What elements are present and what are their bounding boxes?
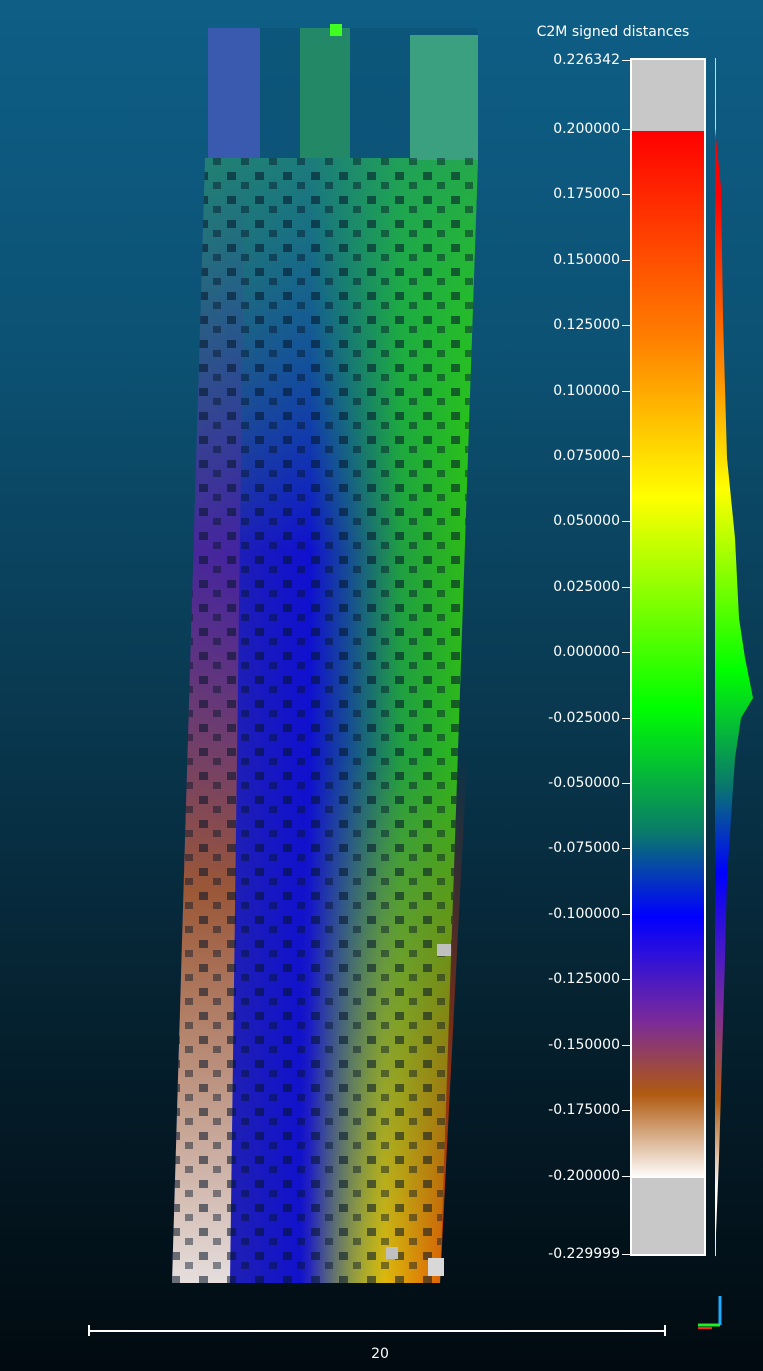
tick-mark [622,1045,630,1046]
scale-bar-label: 20 [371,1346,389,1362]
tick-mark [622,914,630,915]
tick-label: 0.150000 [553,251,620,268]
tick-label: 0.000000 [553,644,620,661]
tick-label: -0.229999 [548,1246,620,1262]
tick-label: -0.175000 [548,1102,620,1119]
tick-label: 0.075000 [553,447,620,464]
tick-mark [622,129,630,130]
scale-bar-left-end [88,1325,90,1336]
color-ramp [632,130,704,1178]
tick-label: -0.050000 [548,775,620,792]
tick-mark [622,1110,630,1111]
scale-bar [88,1325,666,1336]
tick-label: 0.200000 [553,120,620,137]
tick-mark [622,1176,630,1177]
tick-mark [622,456,630,457]
histogram-shape [715,128,753,1258]
tick-mark [622,260,630,261]
tick-label: 0.025000 [553,578,620,595]
tick-label: 0.125000 [553,317,620,334]
tick-mark [622,391,630,392]
tick-mark [622,848,630,849]
tick-label: 0.050000 [553,513,620,530]
value-histogram [715,128,753,1258]
tick-mark [622,60,630,61]
tick-label: 0.175000 [553,186,620,203]
axis-orientation-icon [698,1296,722,1329]
tick-mark [622,718,630,719]
tick-label: -0.125000 [548,971,620,988]
scalar-field-title: C2M signed distances [536,24,690,40]
tick-label: -0.100000 [548,905,620,922]
tick-mark [622,783,630,784]
tick-label: -0.075000 [548,840,620,857]
tick-label: -0.025000 [548,709,620,726]
tick-mark [622,979,630,980]
tick-mark [622,587,630,588]
tick-mark [622,652,630,653]
color-scale-bar [630,58,706,1256]
tick-mark [622,194,630,195]
tick-label: 0.100000 [553,382,620,399]
tick-mark [622,1254,630,1255]
tick-label: -0.150000 [548,1036,620,1053]
scale-bar-line [88,1330,666,1332]
tick-mark [622,521,630,522]
tick-label: -0.200000 [548,1167,620,1184]
scale-bar-right-end [664,1325,666,1336]
tick-label: 0.226342 [553,52,620,68]
tick-mark [622,325,630,326]
